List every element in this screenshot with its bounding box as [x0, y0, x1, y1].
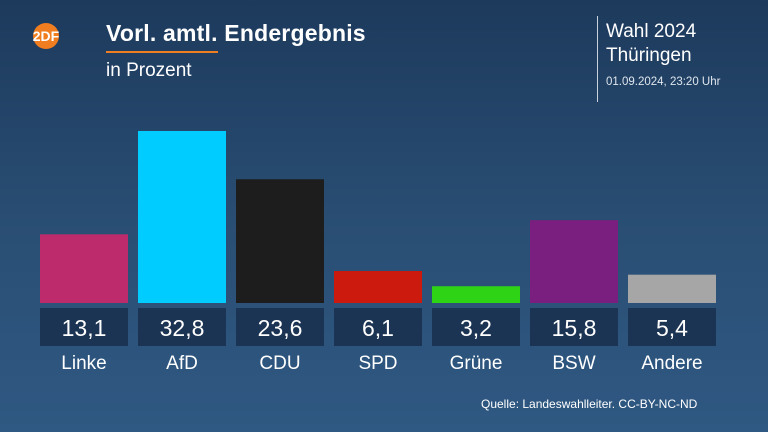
chart-title: Vorl. amtl. Endergebnis — [106, 20, 366, 46]
bar-afd — [138, 131, 226, 303]
title-underline — [106, 51, 218, 53]
source-note: Quelle: Landeswahlleiter. CC-BY-NC-ND — [481, 397, 698, 411]
bar-bsw — [530, 220, 618, 303]
value-label-afd: 32,8 — [160, 315, 205, 341]
header-divider — [597, 16, 598, 102]
chart-subtitle: in Prozent — [106, 60, 192, 81]
logo-text: 2DF — [33, 28, 60, 44]
zdf-logo: 2DF — [33, 23, 60, 49]
value-box-spd — [334, 308, 422, 346]
logo-circle — [33, 23, 59, 49]
category-label-spd: SPD — [358, 353, 397, 374]
election-year: Wahl 2024 — [606, 21, 697, 42]
bar-andere — [628, 274, 716, 303]
value-label-cdu: 23,6 — [258, 315, 303, 341]
value-label-andere: 5,4 — [656, 315, 688, 341]
category-label-afd: AfD — [166, 353, 198, 374]
value-box-bsw — [530, 308, 618, 346]
bar-grne — [432, 286, 520, 303]
value-box-andere — [628, 308, 716, 346]
bar-spd — [334, 271, 422, 303]
category-label-andere: Andere — [641, 353, 702, 374]
value-label-grne: 3,2 — [460, 315, 492, 341]
value-label-linke: 13,1 — [62, 315, 107, 341]
category-label-cdu: CDU — [259, 353, 300, 374]
value-label-bsw: 15,8 — [552, 315, 597, 341]
election-state: Thüringen — [606, 45, 692, 66]
category-label-grne: Grüne — [450, 353, 503, 374]
value-label-spd: 6,1 — [362, 315, 394, 341]
value-box-cdu — [236, 308, 324, 346]
value-box-linke — [40, 308, 128, 346]
bar-linke — [40, 234, 128, 303]
category-label-linke: Linke — [61, 353, 106, 374]
value-box-afd — [138, 308, 226, 346]
result-timestamp: 01.09.2024, 23:20 Uhr — [606, 76, 721, 88]
election-info: Wahl 2024 Thüringen — [606, 20, 696, 68]
value-box-grne — [432, 308, 520, 346]
category-label-bsw: BSW — [552, 353, 595, 374]
bar-cdu — [236, 179, 324, 303]
